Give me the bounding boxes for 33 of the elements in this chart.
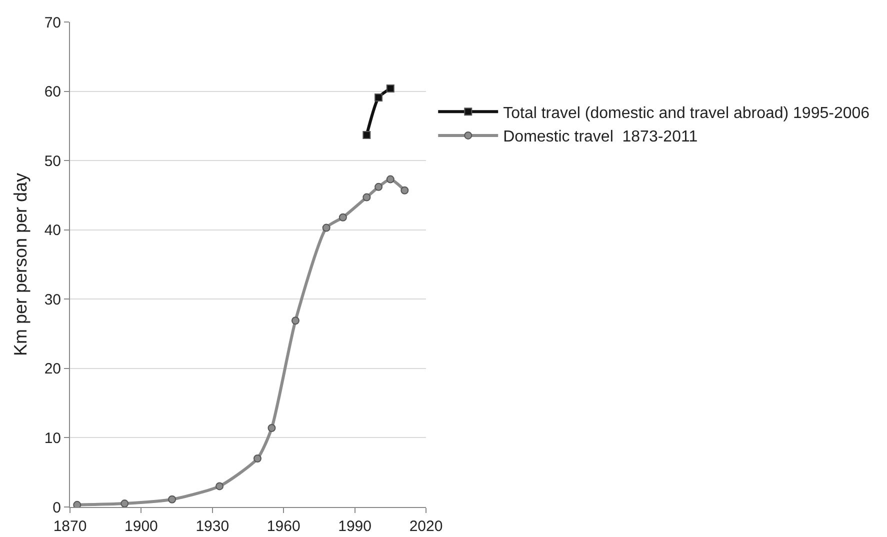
point (268, 424, 276, 432)
point (291, 316, 300, 325)
x-tick-label: 1960 (266, 518, 300, 535)
point (338, 213, 347, 222)
point (253, 454, 262, 462)
point (374, 94, 383, 102)
x-tick-label: 1930 (196, 518, 230, 535)
y-tick-label: 60 (44, 84, 61, 101)
point (73, 500, 82, 507)
y-tick-label: 70 (44, 14, 61, 32)
y-tick-label: 20 (44, 360, 61, 378)
y-tick-label: 50 (44, 152, 61, 170)
x-tick-label: 2020 (409, 518, 443, 535)
y-tick-label: 40 (44, 222, 61, 240)
point (168, 495, 176, 504)
x-tick-label: 1990 (338, 518, 372, 535)
point (386, 175, 394, 184)
point (362, 130, 371, 139)
point (386, 84, 394, 93)
y-axis-title: Km per person per day (10, 172, 31, 356)
point (216, 482, 224, 490)
x-tick-label: 1900 (124, 518, 158, 535)
legend-label: Total travel (domestic and travel abroad) 1995-2006 (503, 104, 870, 122)
y-tick-label: 0 (52, 499, 61, 516)
point (120, 500, 129, 507)
point (374, 182, 383, 191)
point (362, 193, 371, 202)
y-tick-label: 30 (44, 291, 61, 308)
legend-label: Domestic travel 1873-2011 (503, 128, 698, 146)
point (400, 186, 409, 194)
y-tick-label: 10 (44, 430, 61, 447)
x-tick-label: 1870 (53, 518, 87, 535)
point (322, 224, 330, 232)
